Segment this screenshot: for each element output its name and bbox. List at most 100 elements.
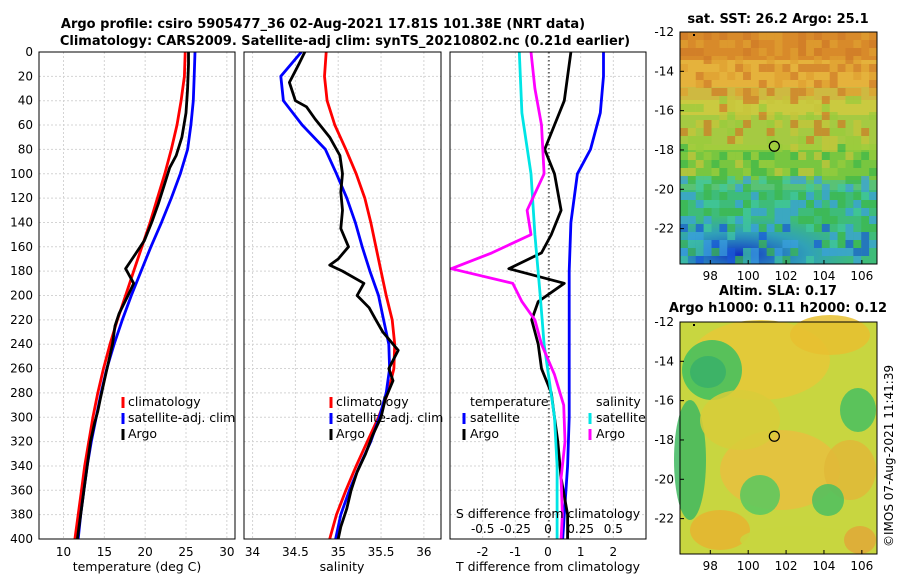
sst-cell [806,40,814,48]
sst-cell [680,104,688,112]
sst-cell [845,136,854,144]
sst-cell [743,72,751,80]
sst-cell [813,208,822,216]
sst-cell [829,168,838,176]
sst-cell [798,168,807,176]
sst-cell [735,256,744,264]
sst-cell [861,128,870,136]
sst-cell [774,184,783,192]
sst-cell [680,192,688,200]
sst-cell [861,216,870,224]
y-tick-label: 120 [10,191,33,205]
sst-cell [703,184,712,192]
y-tick-label: 80 [18,142,33,156]
map-y-tick-label: -22 [654,222,674,236]
x-tick-label: 15 [97,545,112,559]
sst-cell [695,240,704,248]
sst-cell [845,248,854,256]
sst-cell [869,88,878,96]
sst-cell [774,248,783,256]
sst-cell [813,152,822,160]
sst-cell [743,64,751,72]
sst-cell [703,200,712,208]
sst-cell [774,216,783,224]
temperature-xlabel: temperature (deg C) [73,559,202,574]
sst-cell [743,176,751,184]
sst-cell [845,144,854,152]
sst-cell [687,248,696,256]
sst-cell [774,72,783,80]
sst-cell [853,256,862,264]
sst-cell [774,64,783,72]
sst-cell [703,208,712,216]
sst-cell [837,120,846,128]
sst-cell [727,216,736,224]
sst-cell [711,176,720,184]
sst-cell [743,256,751,264]
map-x-tick-label: 98 [703,559,718,573]
sst-cell [680,216,688,224]
sst-cell [711,160,720,168]
sst-cell [735,160,744,168]
sst-cell [743,248,751,256]
sst-cell [853,64,862,72]
sst-cell [790,152,799,160]
sst-cell [806,200,814,208]
sst-cell [853,120,862,128]
map-x-tick-label: 100 [737,269,760,283]
sla-map-blobs [674,315,876,554]
sdiff-ticks: -0.5 -0.25 0 0.25 0.5 [471,522,623,536]
x-tick-label: -2 [477,545,489,559]
sst-cell [719,208,728,216]
sst-cell [845,48,854,56]
sst-cell [845,208,854,216]
sst-cell [743,40,751,48]
sst-cell [719,96,728,104]
sst-cell [695,224,704,232]
sst-cell [695,176,704,184]
sst-cell [766,112,775,120]
sst-cell [806,120,814,128]
sst-cell [869,152,878,160]
sst-cell [687,136,696,144]
difference-panel: -2 -1 0 1 2 -0.5 -0.25 0 0.25 0.5 S difference f… [449,51,647,574]
legend-diff-s-argo: Argo [596,426,625,441]
map-y-tick-label: -16 [654,394,674,408]
sst-cell [869,216,878,224]
sst-cell [869,144,878,152]
sst-cell [813,80,822,88]
sst-cell [774,112,783,120]
sst-cell [782,208,791,216]
sst-cell [798,120,807,128]
sst-cell [758,32,767,40]
sst-cell [813,224,822,232]
sst-cell [687,240,696,248]
x-tick-label: 35.5 [368,545,395,559]
sst-cell [680,200,688,208]
sst-cell [766,176,775,184]
sst-cell [845,152,854,160]
sst-cell [743,48,751,56]
sst-map-yticks: -12 -14 -16 -18 -20 -22 [654,25,684,236]
sst-cell [782,200,791,208]
sst-cell [766,136,775,144]
sst-cell [806,72,814,80]
sst-cell [806,112,814,120]
temperature-frame [38,51,236,540]
sst-cell [719,240,728,248]
y-tick-label: 280 [10,386,33,400]
x-tick-label: 25 [178,545,193,559]
sst-cell [766,32,775,40]
sst-cell [727,104,736,112]
sst-cell [853,176,862,184]
y-tick-label: 360 [10,483,33,497]
sst-cell [750,192,759,200]
y-tick-label: 340 [10,459,33,473]
sst-cell [766,96,775,104]
sst-cell [758,168,767,176]
sst-cell [687,128,696,136]
salinity-panel: 34 34.5 35 35.5 36 salinity climatology sate… [243,51,443,574]
sst-cell [727,232,736,240]
sst-cell [758,104,767,112]
sst-cell [695,40,704,48]
